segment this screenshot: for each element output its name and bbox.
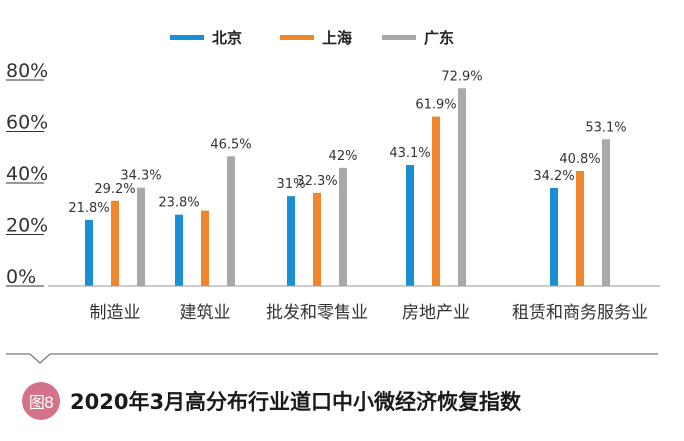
legend: 北京 上海 广东 bbox=[170, 29, 454, 47]
bar bbox=[85, 219, 93, 286]
bar bbox=[313, 192, 321, 286]
x-axis: 制造业 建筑业 批发和零售业 房地产业 租赁和商务服务业 bbox=[48, 285, 660, 323]
figure-title: 2020年3月高分布行业道口中小微经济恢复指数 bbox=[70, 390, 522, 414]
bar bbox=[201, 210, 209, 286]
x-tick-label: 批发和零售业 bbox=[266, 303, 368, 323]
bar bbox=[227, 156, 235, 286]
data-label: 32.3% bbox=[296, 174, 337, 189]
data-label: 43.1% bbox=[389, 146, 430, 161]
x-tick-label: 制造业 bbox=[90, 303, 141, 323]
y-tick-label: 60% bbox=[6, 112, 48, 134]
y-tick-label: 0% bbox=[6, 266, 36, 288]
data-labels: 21.8% 29.2%34.3% 23.8% 46.5% 31%32.3% 42% 43.1… bbox=[68, 69, 626, 216]
x-tick-label: 建筑业 bbox=[180, 303, 231, 323]
y-axis: 0% 20% 40% 60% 80% bbox=[6, 60, 48, 288]
data-label: 34.3% bbox=[120, 169, 161, 184]
data-label: 72.9% bbox=[441, 69, 482, 84]
bar bbox=[339, 167, 347, 286]
bar bbox=[406, 165, 414, 286]
x-tick-label: 房地产业 bbox=[402, 303, 470, 323]
y-tick-label: 20% bbox=[6, 215, 48, 237]
legend-swatch bbox=[170, 35, 204, 40]
bar bbox=[137, 187, 145, 286]
data-label: 21.8% bbox=[68, 201, 109, 216]
legend-label: 上海 bbox=[322, 29, 352, 47]
bar bbox=[287, 196, 295, 286]
data-label: 61.9% bbox=[415, 98, 456, 113]
data-label: 31% bbox=[277, 177, 306, 192]
legend-swatch bbox=[280, 35, 314, 40]
bar bbox=[602, 139, 610, 286]
bar bbox=[576, 170, 584, 286]
data-label: 42% bbox=[329, 149, 358, 164]
data-label: 34.2% bbox=[533, 169, 574, 184]
figure-caption: 图8 2020年3月高分布行业道口中小微经济恢复指数 bbox=[22, 381, 521, 421]
figure-badge: 图8 bbox=[22, 382, 60, 420]
legend-label: 广东 bbox=[424, 29, 454, 47]
divider-line bbox=[6, 353, 658, 364]
bars bbox=[85, 88, 610, 286]
data-label: 53.1% bbox=[585, 120, 626, 135]
bar bbox=[111, 200, 119, 286]
bar bbox=[175, 214, 183, 286]
data-label: 40.8% bbox=[559, 152, 600, 167]
data-label: 29.2% bbox=[94, 182, 135, 197]
bar bbox=[432, 116, 440, 286]
data-label: 23.8% bbox=[158, 196, 199, 211]
y-tick-label: 40% bbox=[6, 163, 48, 185]
legend-swatch bbox=[382, 35, 416, 40]
bar bbox=[458, 88, 466, 286]
bar bbox=[550, 187, 558, 286]
legend-label: 北京 bbox=[212, 29, 242, 47]
x-tick-label: 租赁和商务服务业 bbox=[512, 303, 648, 323]
y-tick-label: 80% bbox=[6, 60, 48, 82]
data-label: 46.5% bbox=[210, 137, 251, 152]
